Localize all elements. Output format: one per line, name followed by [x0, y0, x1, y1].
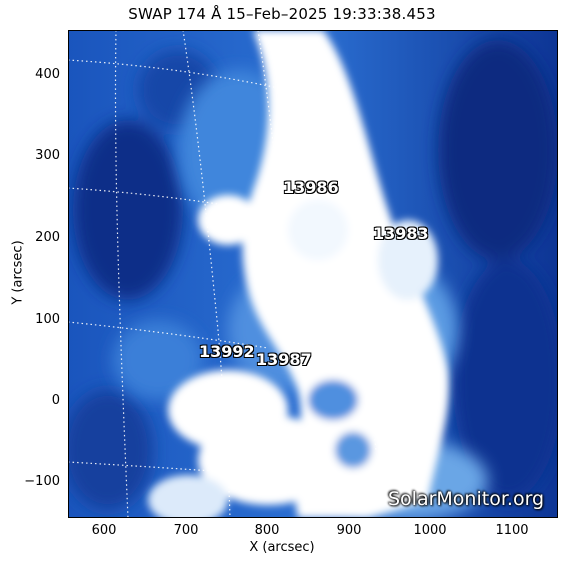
y-axis-label: Y (arcsec)	[10, 240, 26, 305]
region-label-13986: 13986	[283, 178, 339, 197]
x-tick-label: 900	[336, 523, 362, 538]
x-axis-label: X (arcsec)	[249, 540, 315, 555]
y-tick-label: 100	[35, 312, 60, 327]
image-title: SWAP 174 Å 15–Feb–2025 19:33:38.453	[128, 5, 436, 23]
y-tick-label: 300	[35, 148, 60, 163]
dark-regions	[68, 40, 558, 510]
solar-image	[68, 30, 558, 518]
euv-image-svg	[68, 30, 558, 518]
y-tick-label: −100	[24, 474, 60, 489]
solarmonitor-watermark: SolarMonitor.org	[388, 488, 545, 510]
x-tick-label: 600	[91, 523, 117, 538]
y-tick-label: 0	[51, 393, 60, 408]
x-tick-label: 1100	[495, 523, 529, 538]
y-tick-label: 200	[35, 230, 60, 245]
region-label-13987: 13987	[256, 350, 312, 369]
region-label-13992: 13992	[199, 342, 255, 361]
region-label-13983: 13983	[373, 224, 429, 243]
x-tick-label: 700	[173, 523, 199, 538]
x-tick-label: 800	[254, 523, 280, 538]
x-tick-label: 1000	[413, 523, 447, 538]
y-tick-label: 400	[35, 67, 60, 82]
bright-regions	[148, 30, 449, 518]
coordinate-grid	[68, 30, 381, 518]
